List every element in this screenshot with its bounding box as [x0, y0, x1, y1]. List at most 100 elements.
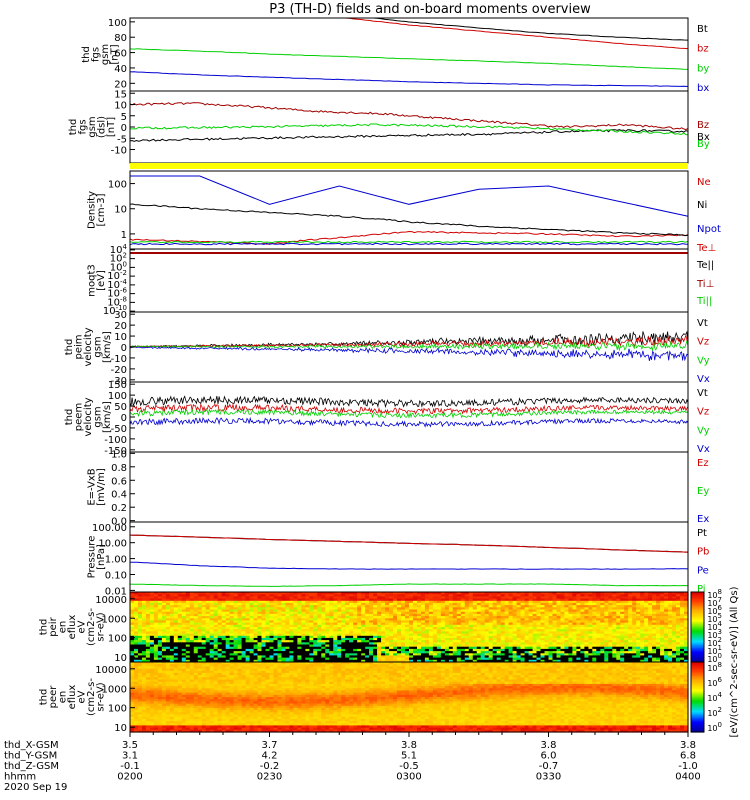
spectro-cell	[409, 642, 414, 646]
spectro-cell	[552, 627, 558, 630]
spectro-cell	[221, 624, 227, 628]
spectro-cell	[281, 602, 287, 606]
spectro-cell	[313, 616, 318, 619]
spectro-cell	[592, 653, 597, 657]
spectro-cell	[432, 624, 438, 628]
spectro-cell	[616, 659, 621, 663]
spectro-cell	[516, 624, 522, 628]
spectro-cell	[313, 657, 318, 661]
spectro-cell	[500, 627, 506, 630]
spectro-cell	[229, 629, 235, 632]
spectro-cell	[145, 631, 151, 635]
spectro-cell	[460, 611, 466, 615]
spectro-cell	[261, 611, 267, 615]
spectro-cell	[130, 631, 135, 635]
spectro-cell	[321, 594, 326, 597]
spectro-cell	[612, 651, 617, 654]
spectro-cell	[592, 644, 597, 648]
spectro-cell	[157, 640, 163, 643]
spectro-cell	[456, 598, 462, 602]
spectro-cell	[576, 609, 581, 613]
spectro-cell	[560, 655, 566, 659]
spectro-cell	[241, 618, 247, 622]
spectro-cell	[353, 646, 358, 650]
spectro-cell	[488, 640, 494, 643]
spectro-cell	[269, 609, 275, 613]
spectro-cell	[552, 633, 558, 637]
spectro-cell	[560, 637, 566, 641]
spectro-cell	[405, 629, 410, 632]
spectro-cell	[604, 648, 609, 652]
spectro-cell	[393, 655, 398, 659]
spectro-cell	[209, 627, 215, 630]
spectro-cell	[612, 609, 617, 613]
spectro-cell	[325, 642, 330, 646]
spectro-cell	[389, 594, 394, 597]
spectro-cell	[564, 620, 569, 624]
spectro-cell	[130, 644, 135, 648]
spectro-cell	[285, 640, 290, 643]
spectro-cell	[289, 613, 294, 617]
spectro-cell	[173, 631, 179, 635]
spectro-cell	[528, 594, 534, 597]
spectro-cell	[580, 600, 585, 604]
spectro-cell	[397, 646, 402, 650]
spectro-cell	[245, 622, 251, 626]
ytick-label: 10-4	[107, 278, 127, 291]
spectro-cell	[373, 648, 378, 652]
spectro-cell	[472, 594, 478, 597]
spectro-cell	[504, 594, 510, 597]
spectro-cell	[528, 600, 534, 604]
ylabel-line: gsm	[100, 44, 111, 65]
spectro-cell	[644, 651, 649, 654]
spectro-cell	[313, 611, 318, 615]
spectro-cell	[468, 651, 474, 654]
spectro-cell	[644, 635, 649, 639]
spectro-cell	[588, 655, 593, 659]
spectro-cell	[365, 635, 370, 639]
spectro-cell	[592, 624, 597, 628]
spectro-cell	[448, 651, 454, 654]
spectro-cell	[193, 629, 199, 632]
spectro-cell	[241, 613, 247, 617]
spectro-cell	[636, 605, 641, 608]
spectro-cell	[448, 596, 454, 600]
spectro-cell	[161, 646, 167, 650]
spectro-cell	[281, 655, 287, 659]
spectro-cell	[472, 624, 478, 628]
spectro-cell	[249, 605, 255, 608]
spectro-cell	[253, 629, 259, 632]
spectro-cell	[484, 600, 490, 604]
spectro-cell	[628, 651, 633, 654]
spectro-cell	[440, 607, 446, 611]
spectro-cell	[660, 611, 665, 615]
spectro-cell	[480, 620, 486, 624]
spectro-cell	[285, 602, 290, 606]
spectro-cell	[417, 633, 422, 637]
spectro-cell	[536, 637, 542, 641]
spectro-cell	[636, 611, 641, 615]
spectro-cell	[460, 657, 466, 661]
spectro-cell	[357, 637, 362, 641]
spectro-cell	[221, 611, 227, 615]
spectro-cell	[213, 613, 219, 617]
spectro-cell	[492, 609, 498, 613]
spectro-cell	[417, 607, 422, 611]
spectro-cell	[257, 648, 263, 652]
spectro-cell	[464, 633, 470, 637]
spectro-cell	[500, 648, 506, 652]
ytick-label: 0.4	[111, 490, 127, 501]
spectro-cell	[229, 624, 235, 628]
spectro-cell	[616, 596, 621, 600]
spectro-cell	[620, 592, 625, 595]
spectro-cell	[165, 600, 171, 604]
spectro-cell	[161, 602, 167, 606]
spectro-cell	[301, 624, 306, 628]
spectro-cell	[329, 600, 334, 604]
spectro-cell	[189, 613, 195, 617]
spectro-cell	[142, 598, 147, 602]
spectro-cell	[560, 640, 566, 643]
spectro-cell	[644, 605, 649, 608]
spectro-cell	[253, 592, 259, 595]
spectro-cell	[544, 640, 550, 643]
